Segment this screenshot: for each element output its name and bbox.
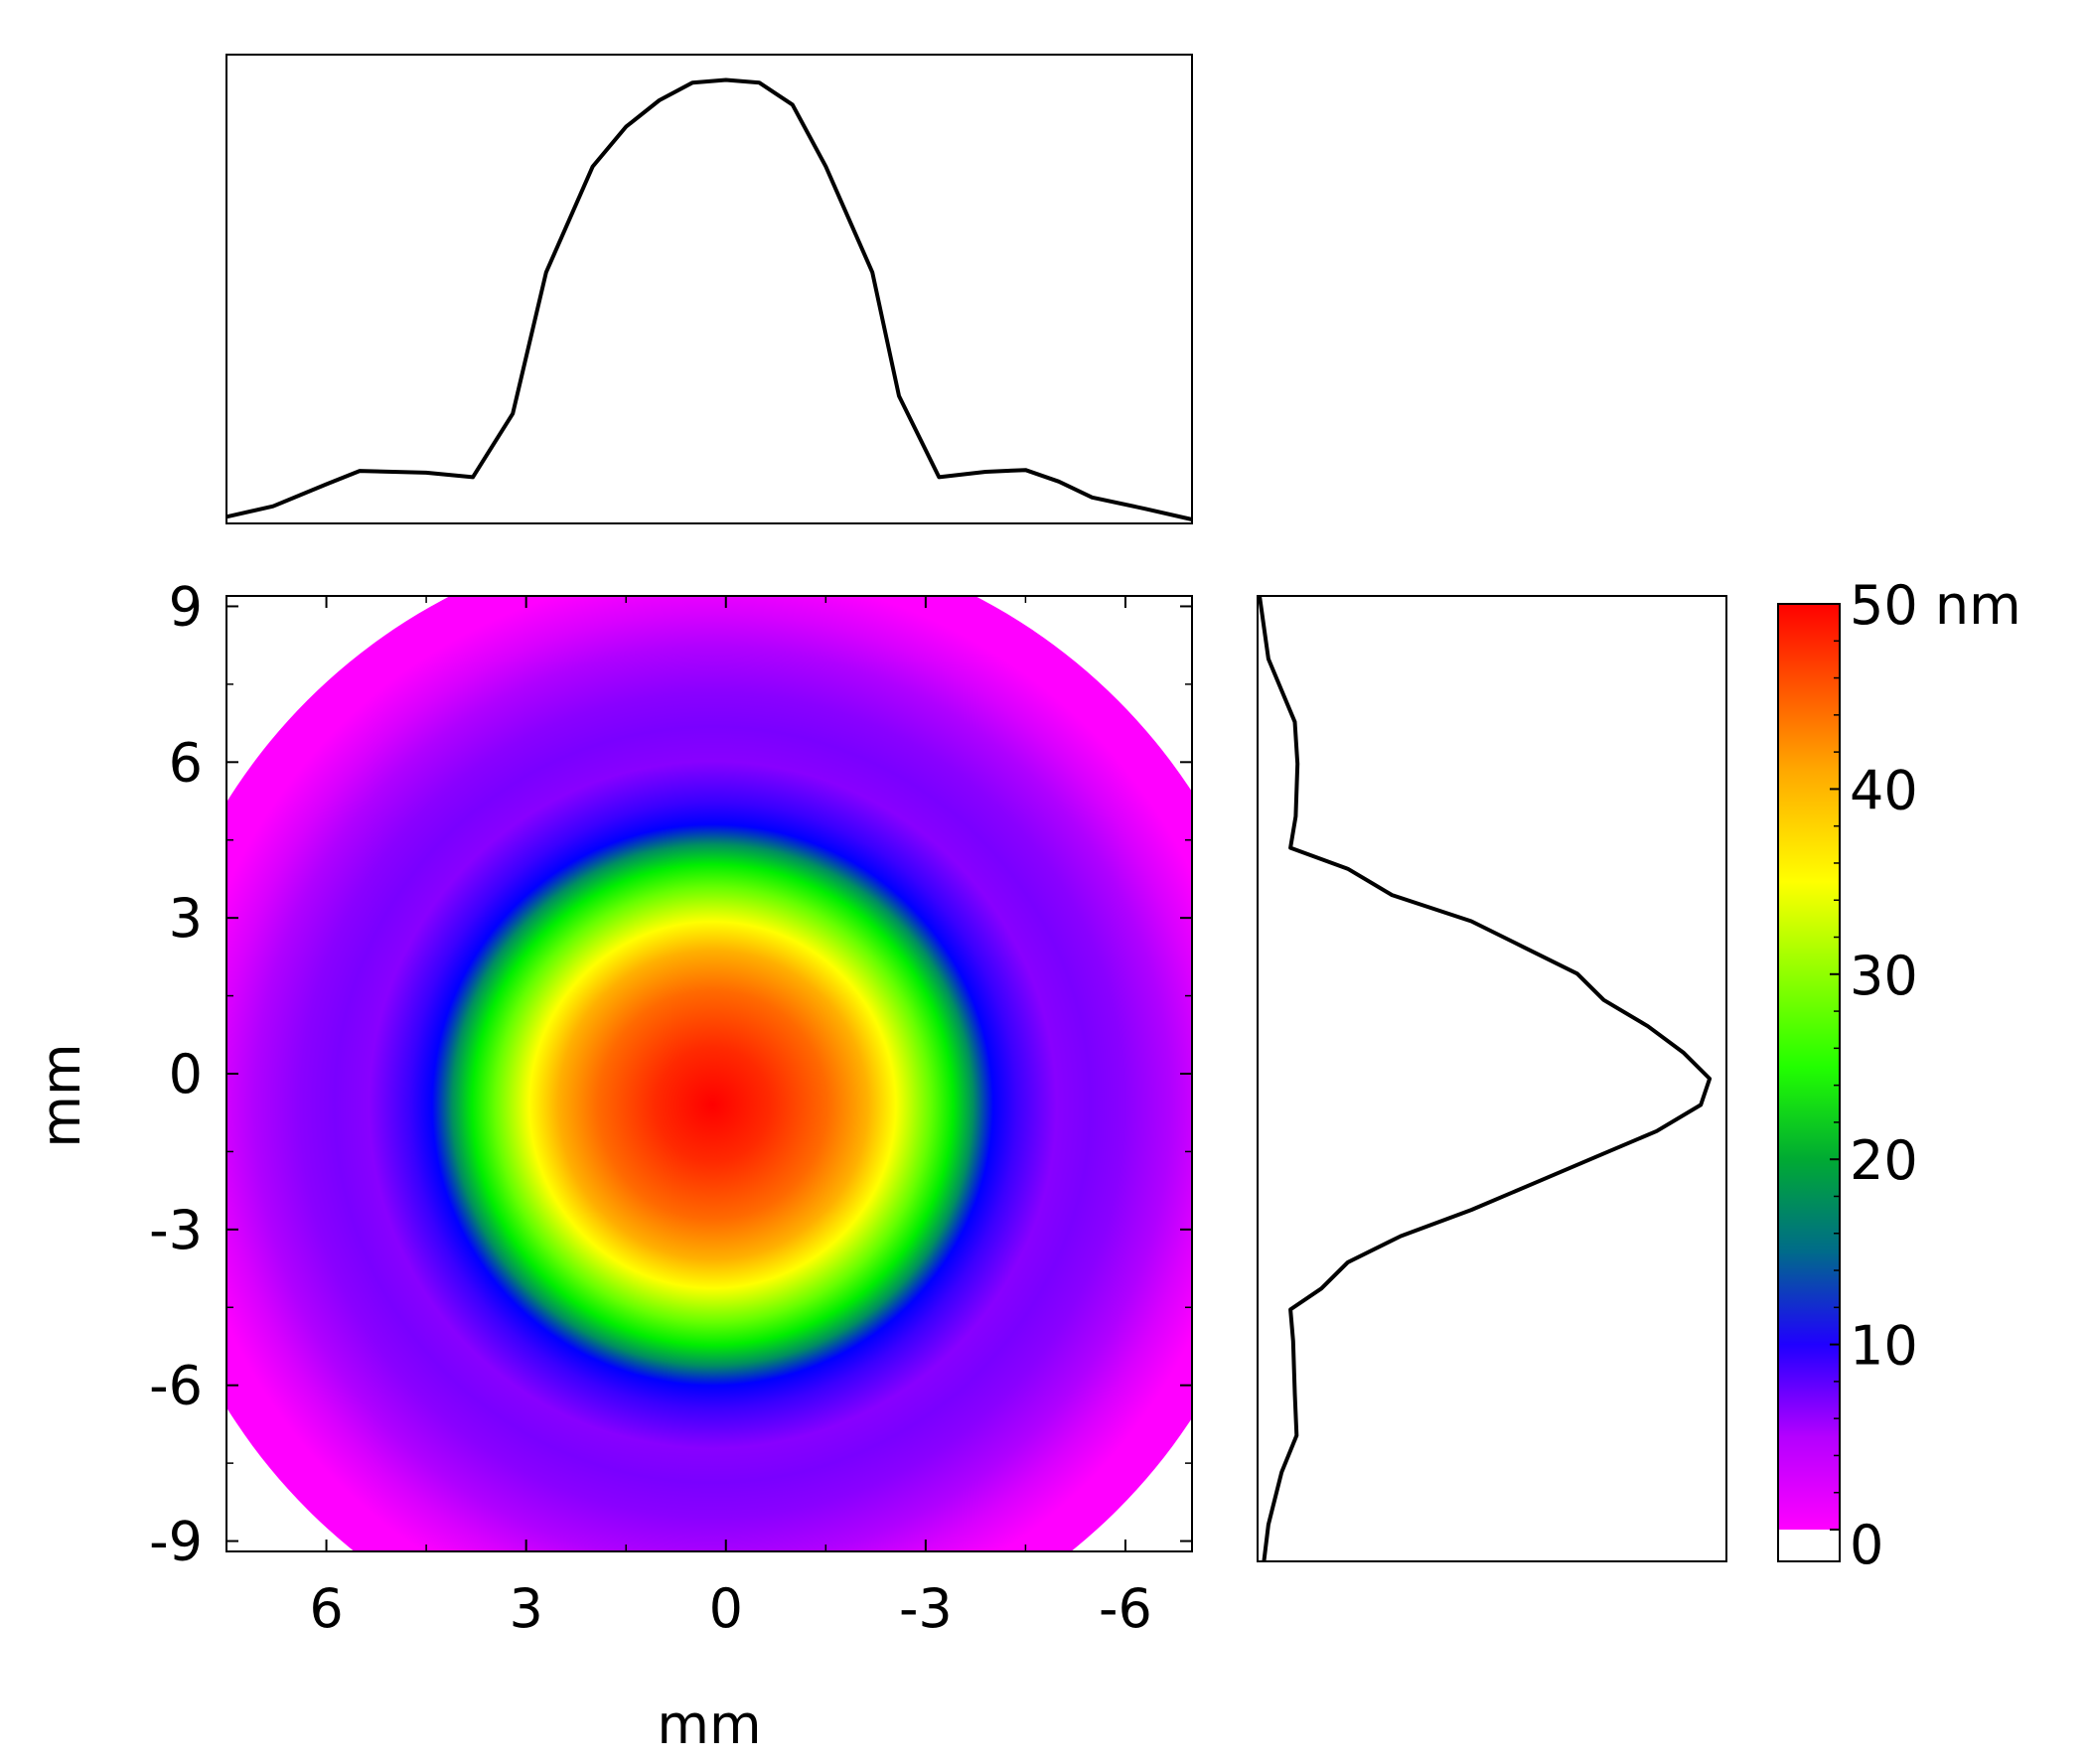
colorbar-tick-label: 20 (1850, 1129, 1918, 1192)
x-tick-label: -6 (1099, 1577, 1152, 1640)
x-profile-panel (225, 54, 1193, 524)
y-tick-label: 3 (169, 887, 203, 950)
y-tick-label: -6 (149, 1355, 203, 1417)
y-tick-label: -3 (149, 1199, 203, 1261)
colorbar-tick-label: 30 (1850, 945, 1918, 1007)
colorbar-tick-label: 40 (1850, 759, 1918, 821)
x-tick-label: 3 (509, 1577, 542, 1640)
surface-disc (226, 596, 1192, 1551)
x-axis-ticks: 6 3 0 -3 -6 (225, 596, 1152, 1640)
x-profile-line (225, 77, 1193, 521)
colorbar-zero-band (1778, 1530, 1840, 1561)
y-tick-label: -9 (149, 1511, 203, 1573)
x-tick-label: 0 (709, 1577, 743, 1640)
y-axis-label: mm (30, 1043, 92, 1147)
heatmap-panel: 6 3 0 -3 -6 9 6 3 0 -3 -6 -9 mm mm (30, 575, 1193, 1756)
y-axis-ticks: 9 6 3 0 -3 -6 -9 (149, 575, 1192, 1573)
y-profile-panel (1257, 595, 1727, 1562)
x-axis-label: mm (657, 1693, 761, 1756)
y-profile-frame (1257, 595, 1727, 1562)
x-profile-frame (225, 54, 1193, 524)
y-tick-label: 6 (169, 731, 203, 794)
colorbar-frame (1777, 603, 1841, 1562)
colorbar-tick-label: 0 (1850, 1514, 1883, 1576)
y-tick-label: 0 (169, 1043, 203, 1105)
colorbar-tick-label: 10 (1850, 1315, 1918, 1378)
colorbar-ticks: 0 10 20 30 40 50 nm (1830, 574, 2021, 1576)
x-tick-label: 6 (309, 1577, 343, 1640)
colorbar: 0 10 20 30 40 50 nm (1777, 574, 2021, 1576)
y-tick-label: 9 (169, 575, 203, 638)
colorbar-gradient (1778, 604, 1840, 1530)
y-profile-line (1258, 595, 1713, 1562)
x-tick-label: -3 (899, 1577, 953, 1640)
colorbar-tick-label: 50 nm (1850, 574, 2021, 637)
